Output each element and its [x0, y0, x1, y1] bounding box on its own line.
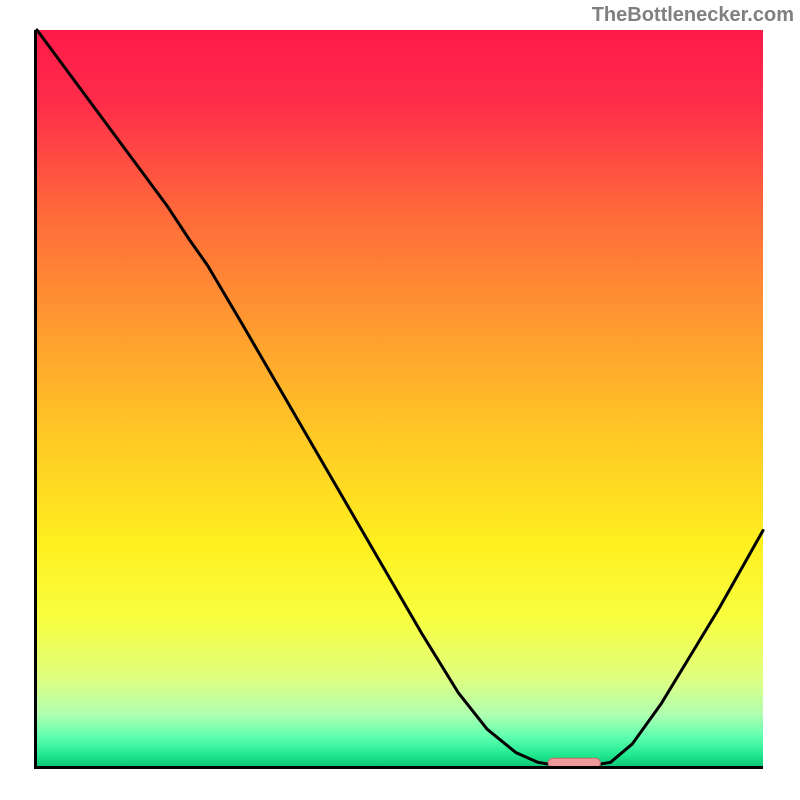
bottleneck-chart	[0, 0, 800, 800]
gradient-background	[37, 30, 763, 766]
chart-container: TheBottlenecker.com	[0, 0, 800, 800]
watermark-text: TheBottlenecker.com	[592, 4, 794, 27]
